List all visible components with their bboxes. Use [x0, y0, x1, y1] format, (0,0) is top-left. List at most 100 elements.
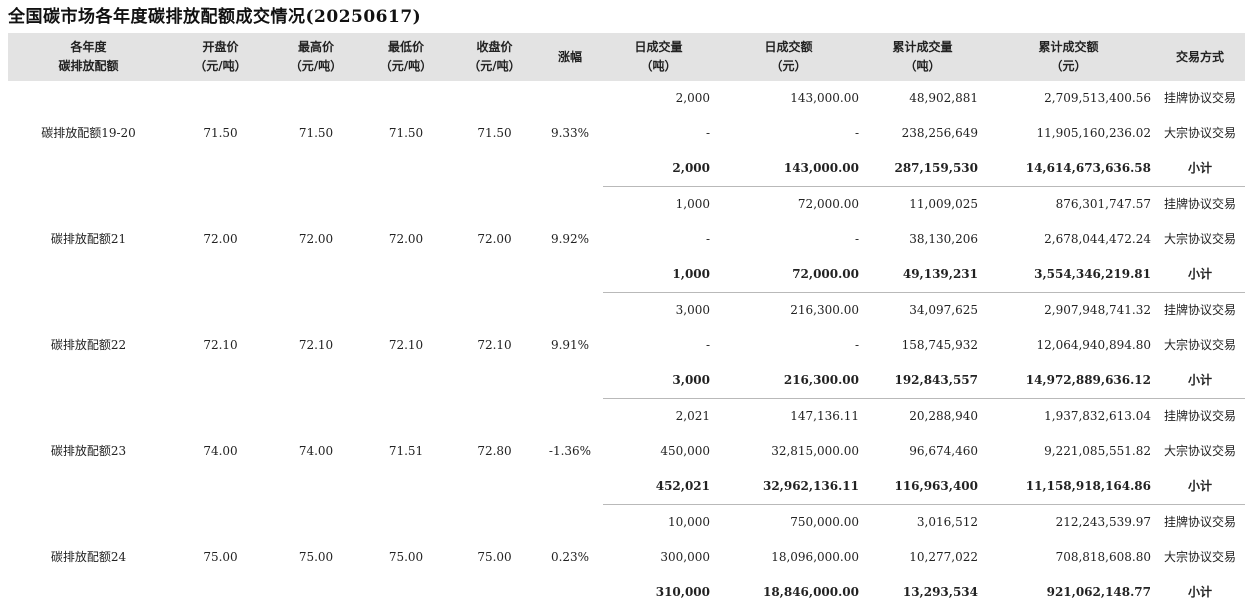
price-change: 9.33%: [550, 126, 590, 141]
subtotal-row: 1,000 72,000.00 49,139,231 3,554,346,219…: [8, 257, 1245, 293]
daily-amount: 147,136.11: [790, 409, 859, 423]
page-title: 全国碳市场各年度碳排放配额成交情况(20250617): [8, 7, 422, 27]
quota-name: 碳排放配额23: [50, 444, 127, 458]
cumulative-volume: 11,009,025: [909, 197, 978, 211]
low-price: 72.00: [388, 232, 424, 246]
header-cumulative-amount: 累计成交额 （元）: [982, 33, 1155, 81]
quota-name: 碳排放配额19-20: [41, 126, 136, 141]
price-change: -1.36%: [548, 444, 592, 458]
header-daily-volume: 日成交量 （吨）: [603, 33, 714, 81]
daily-volume: 3,000: [603, 363, 714, 399]
cumulative-amount: 2,907,948,741.32: [1044, 303, 1151, 317]
daily-volume: 2,021: [675, 409, 710, 423]
open-price: 74.00: [203, 444, 238, 458]
quota-name: 碳排放配额24: [50, 549, 127, 564]
daily-amount: 143,000.00: [714, 151, 863, 187]
open-price: 72.10: [203, 338, 238, 352]
trade-method: 小计: [1155, 151, 1245, 187]
cumulative-volume: 158,745,932: [901, 338, 978, 352]
trade-method: 大宗协议交易: [1163, 444, 1236, 458]
cumulative-volume: 116,963,400: [863, 469, 982, 505]
daily-amount: 32,962,136.11: [714, 469, 863, 505]
header-daily-amount: 日成交额 （元）: [714, 33, 863, 81]
close-price: 75.00: [477, 549, 512, 564]
trade-method: 挂牌协议交易: [1163, 197, 1236, 211]
daily-volume: 2,000: [675, 91, 710, 105]
trade-method: 小计: [1155, 363, 1245, 399]
trade-method: 小计: [1155, 469, 1245, 505]
daily-volume: 1,000: [603, 257, 714, 293]
cumulative-volume: 13,293,534: [902, 585, 978, 599]
cumulative-amount: 212,243,539.97: [1055, 515, 1151, 529]
daily-volume: -: [705, 338, 710, 352]
daily-volume: 10,000: [668, 515, 710, 529]
low-price: 72.10: [388, 338, 424, 352]
daily-volume: -: [705, 126, 710, 140]
cumulative-volume: 48,902,881: [909, 91, 978, 105]
daily-amount: 32,815,000.00: [771, 444, 859, 458]
table-row: 300,000 18,096,000.00 10,277,022 708,818…: [8, 540, 1245, 575]
cumulative-volume: 238,256,649: [901, 126, 978, 140]
cumulative-amount: 708,818,608.80: [1055, 550, 1151, 564]
daily-amount: 143,000.00: [790, 91, 859, 105]
high-price: 75.00: [298, 549, 334, 564]
daily-amount: 216,300.00: [790, 303, 859, 317]
cumulative-amount: 11,158,918,164.86: [982, 469, 1155, 505]
high-price: 74.00: [298, 444, 334, 458]
cumulative-amount: 2,709,513,400.56: [1044, 91, 1151, 105]
trade-method: 大宗协议交易: [1163, 338, 1236, 352]
daily-amount: -: [854, 338, 859, 352]
cumulative-amount: 1,937,832,613.04: [1044, 409, 1151, 423]
low-price: 71.51: [388, 444, 424, 458]
cumulative-amount: 11,905,160,236.02: [1036, 126, 1151, 140]
low-price: 71.50: [388, 126, 424, 141]
trade-method: 挂牌协议交易: [1163, 515, 1236, 529]
cumulative-volume: 49,139,231: [863, 257, 982, 293]
open-price: 71.50: [203, 126, 238, 141]
table-row: 碳排放配额22 72.10 72.10 72.10 72.10 9.91% 3,…: [8, 293, 1245, 352]
daily-amount: -: [854, 232, 859, 246]
table-row: 450,000 32,815,000.00 96,674,460 9,221,0…: [8, 434, 1245, 469]
daily-amount: 18,846,000.00: [762, 585, 859, 599]
header-low-price: 最低价 （元/吨）: [360, 33, 452, 81]
table-row: 碳排放配额24 75.00 75.00 75.00 75.00 0.23% 10…: [8, 505, 1245, 564]
close-price: 72.00: [477, 232, 512, 246]
open-price: 72.00: [203, 232, 238, 246]
daily-volume: 3,000: [675, 303, 710, 317]
header-high-price: 最高价 （元/吨）: [272, 33, 360, 81]
cumulative-amount: 876,301,747.57: [1055, 197, 1151, 211]
cumulative-amount: 12,064,940,894.80: [1036, 338, 1151, 352]
daily-volume: 300,000: [660, 550, 710, 564]
quota-name: 碳排放配额21: [50, 232, 127, 246]
high-price: 72.00: [298, 232, 334, 246]
cumulative-volume: 287,159,530: [863, 151, 982, 187]
carbon-quota-table: 各年度 碳排放配额 开盘价 （元/吨） 最高价 （元/吨） 最低价 （元/吨） 收盘价（…: [8, 33, 1245, 607]
trade-method: 挂牌协议交易: [1163, 303, 1236, 317]
header-close-price: 收盘价 （元/吨）: [452, 33, 537, 81]
open-price: 75.00: [203, 549, 238, 564]
high-price: 71.50: [298, 126, 334, 141]
subtotal-row: 310,000 18,846,000.00 13,293,534 921,062…: [8, 575, 1245, 607]
cumulative-amount: 14,614,673,636.58: [982, 151, 1155, 187]
cumulative-volume: 20,288,940: [909, 409, 978, 423]
table-row: - - 238,256,649 11,905,160,236.02 大宗协议交易: [8, 116, 1245, 151]
header-open-price: 开盘价 （元/吨）: [169, 33, 272, 81]
cumulative-volume: 192,843,557: [863, 363, 982, 399]
daily-amount: 72,000.00: [797, 197, 859, 211]
table-row: 碳排放配额19-20 71.50 71.50 71.50 71.50 9.33%…: [8, 81, 1245, 140]
trade-method: 小计: [1187, 585, 1212, 599]
trade-method: 大宗协议交易: [1163, 550, 1236, 564]
trade-method: 大宗协议交易: [1163, 126, 1236, 140]
price-change: 0.23%: [550, 549, 590, 564]
daily-amount: 18,096,000.00: [771, 550, 859, 564]
close-price: 72.80: [477, 444, 512, 458]
table-row: - - 38,130,206 2,678,044,472.24 大宗协议交易: [8, 222, 1245, 257]
daily-amount: 750,000.00: [790, 515, 859, 529]
cumulative-amount: 3,554,346,219.81: [982, 257, 1155, 293]
cumulative-volume: 10,277,022: [909, 550, 978, 564]
subtotal-row: 452,021 32,962,136.11 116,963,400 11,158…: [8, 469, 1245, 505]
daily-volume: 1,000: [675, 197, 710, 211]
high-price: 72.10: [298, 338, 334, 352]
daily-volume: 310,000: [655, 585, 710, 599]
cumulative-amount: 9,221,085,551.82: [1044, 444, 1151, 458]
